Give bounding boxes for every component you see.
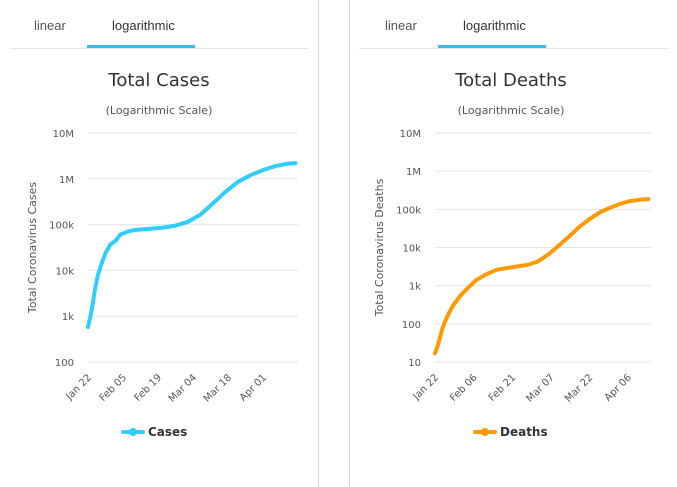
tab-linear[interactable]: linear — [385, 18, 417, 33]
y-tick-label: 10k — [402, 244, 421, 255]
y-tick-label: 100 — [55, 358, 74, 369]
deaths-chart-panel: linear logarithmic Total Deaths (Logarith… — [349, 0, 677, 487]
y-tick-label: 1k — [409, 282, 421, 293]
x-tick-label: Mar 18 — [202, 372, 234, 404]
chart-subtitle: (Logarithmic Scale) — [458, 104, 565, 117]
y-tick-label: 10k — [55, 266, 74, 277]
cases-chart-panel: linear logarithmic Total Cases (Logarithm… — [0, 0, 318, 487]
legend-marker — [129, 428, 137, 436]
series-line — [86, 161, 298, 329]
x-tick-label: Mar 04 — [167, 372, 199, 404]
tab-logarithmic[interactable]: logarithmic — [112, 18, 175, 33]
chart-title: Total Cases — [107, 70, 209, 91]
scale-tabbar: linear logarithmic — [359, 0, 669, 49]
x-tick-label: Jan 22 — [63, 372, 94, 403]
x-tick-label: Feb 06 — [448, 372, 480, 404]
active-tab-indicator — [87, 45, 195, 48]
y-tick-label: 100 — [402, 320, 421, 331]
x-tick-label: Feb 21 — [487, 372, 519, 404]
legend-label: Deaths — [500, 425, 548, 439]
y-tick-label: 10M — [53, 129, 74, 140]
x-tick-label: Apr 01 — [238, 372, 269, 403]
chart-title: Total Deaths — [454, 70, 567, 91]
y-axis-label: Total Coronavirus Deaths — [373, 178, 386, 317]
y-axis-label: Total Coronavirus Cases — [26, 182, 39, 315]
legend-label: Cases — [148, 425, 187, 439]
y-tick-label: 10M — [400, 129, 421, 140]
y-tick-label: 1M — [59, 175, 74, 186]
series-line — [433, 197, 651, 356]
x-tick-label: Apr 06 — [603, 372, 634, 403]
deaths-chart: Total Deaths (Logarithmic Scale) 10 100 1k 10… — [373, 70, 651, 439]
x-tick-label: Feb 05 — [98, 372, 130, 404]
y-tick-label: 1M — [406, 167, 421, 178]
x-tick-label: Feb 19 — [133, 372, 165, 404]
active-tab-indicator — [438, 45, 546, 48]
legend-marker — [481, 428, 489, 436]
x-tick-label: Jan 22 — [410, 372, 441, 403]
x-tick-label: Mar 22 — [563, 372, 595, 404]
cases-chart: Total Cases (Logarithmic Scale) 100 1k 10k 10… — [26, 70, 298, 439]
panel-divider — [349, 0, 350, 487]
panel-divider — [318, 0, 319, 487]
x-tick-label: Mar 07 — [524, 372, 556, 404]
y-tick-label: 100k — [396, 205, 421, 216]
y-tick-label: 1k — [62, 312, 74, 323]
y-tick-label: 100k — [49, 221, 74, 232]
tab-linear[interactable]: linear — [34, 18, 66, 33]
y-tick-label: 10 — [408, 358, 421, 369]
chart-subtitle: (Logarithmic Scale) — [106, 104, 213, 117]
tab-logarithmic[interactable]: logarithmic — [463, 18, 526, 33]
scale-tabbar: linear logarithmic — [10, 0, 308, 49]
